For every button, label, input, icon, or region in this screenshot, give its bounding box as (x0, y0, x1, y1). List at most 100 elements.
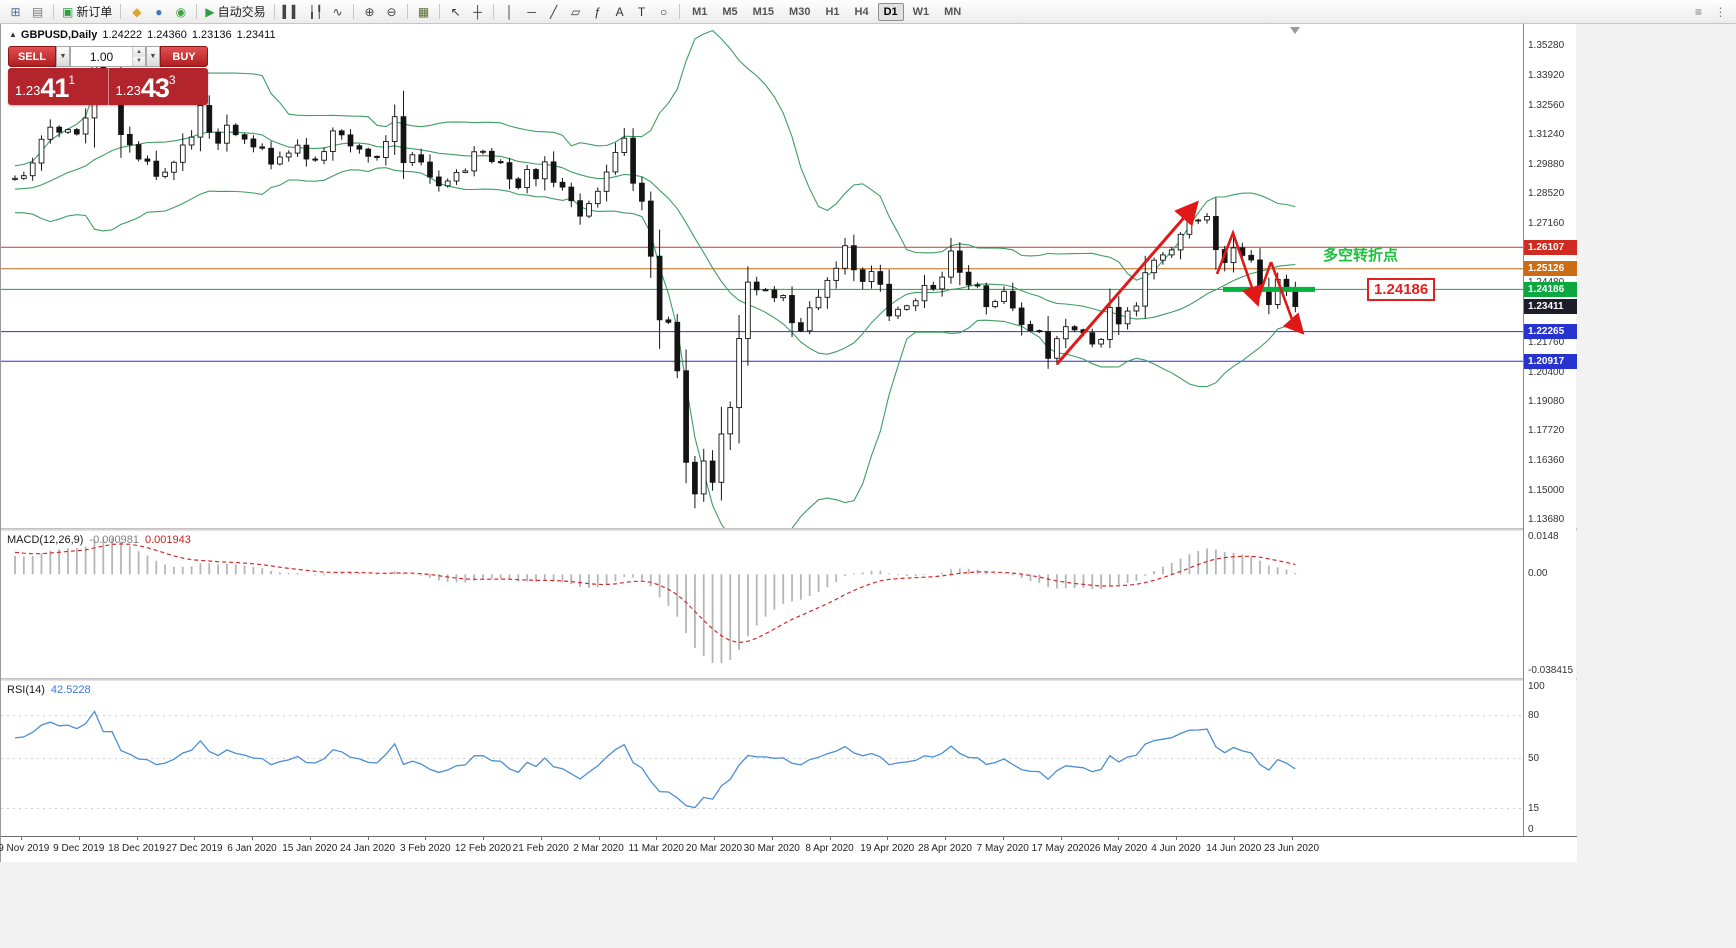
fibonacci-button[interactable]: ƒ (587, 2, 608, 22)
timeframe-m15[interactable]: M15 (752, 5, 775, 18)
equidistant-channel-button[interactable]: ▱ (565, 2, 586, 22)
candles-chart-type-button[interactable]: ╽╿ (305, 2, 326, 22)
algo-trading-button[interactable]: ▶ 自动交易 (202, 2, 268, 22)
annotations-layer[interactable] (1055, 27, 1315, 365)
candle (374, 155, 380, 158)
ask-price[interactable]: 1.23 43 3 (107, 68, 209, 105)
buy-options-caret-icon[interactable]: ▼ (146, 46, 160, 67)
zoom-in-icon: ⊕ (364, 4, 375, 19)
panel-separator[interactable] (1, 528, 1577, 531)
candle (232, 124, 239, 136)
line-chart-type-button[interactable]: ∿ (327, 2, 348, 22)
candle (1133, 305, 1140, 312)
timeframe-mn[interactable]: MN (944, 5, 962, 18)
price-tag-1.25126[interactable]: 1.25126 (1524, 261, 1577, 277)
macd-name: MACD(12,26,9) (7, 534, 84, 546)
trendline-button[interactable]: ╱ (543, 2, 564, 22)
text-label-button[interactable]: T (631, 2, 652, 22)
zigzag-arrow-down-1[interactable] (1215, 229, 1262, 307)
bid-price[interactable]: 1.23 41 1 (8, 68, 108, 105)
ohlc-high: 1.24360 (147, 29, 187, 41)
timeframe-h4[interactable]: H4 (854, 5, 869, 18)
chart-profiles-button[interactable]: ▤ (27, 2, 48, 22)
candle (391, 116, 398, 142)
zigzag-arrow-up[interactable] (1255, 261, 1273, 303)
turning-point-annotation[interactable]: 多空转折点 (1323, 247, 1399, 264)
timeframe-m5[interactable]: M5 (722, 5, 738, 18)
sell-button[interactable]: SELL (8, 46, 56, 67)
timeframe-w1[interactable]: W1 (912, 5, 930, 18)
crosshair-button[interactable]: ┼ (467, 2, 488, 22)
candle (789, 295, 795, 324)
cursor-button[interactable]: ↖ (445, 2, 466, 22)
timeframe-m30[interactable]: M30 (789, 5, 811, 18)
price-tag-1.22265[interactable]: 1.22265 (1524, 324, 1577, 340)
community-button[interactable]: ◉ (170, 2, 191, 22)
candle (126, 133, 133, 146)
trend-up-arrow[interactable] (1055, 200, 1199, 365)
zigzag-arrow-down-2[interactable] (1269, 261, 1305, 335)
candle (365, 148, 372, 157)
volume-stepper[interactable]: ▲ ▼ (132, 47, 145, 66)
bars-chart-type-button[interactable]: ▍▍ (280, 2, 304, 22)
candle (965, 271, 972, 286)
panel-separator[interactable] (1, 678, 1577, 681)
toolbar-separator (439, 4, 441, 19)
current-price-tag[interactable]: 1.23411 (1524, 299, 1577, 314)
chart-shift-marker-icon[interactable] (1290, 27, 1300, 34)
candle (356, 145, 363, 150)
price-tag-1.20917[interactable]: 1.20917 (1524, 353, 1577, 369)
toolbar: ⊞ ▤ ▣ 新订单 ◆ ● ◉ ▶ 自动交易 ▍▍ ╽╿ ∿ ⊕ ⊖ ▦ ↖ ┼ │ ─ ╱ ▱ ƒ A T ○ M1 M5 M15 M… (0, 0, 1736, 24)
buy-button[interactable]: BUY (160, 46, 208, 67)
market-button[interactable]: ● (148, 2, 169, 22)
tile-windows-button[interactable]: ▦ (413, 2, 434, 22)
candle (1151, 259, 1157, 274)
shapes-button[interactable]: ○ (653, 2, 674, 22)
timeframe-m1[interactable]: M1 (692, 5, 708, 18)
date-label: 12 Feb 2020 (454, 843, 512, 854)
zoom-out-button[interactable]: ⊖ (381, 2, 402, 22)
candle (815, 296, 822, 309)
volume-up-icon[interactable]: ▲ (133, 47, 145, 57)
sell-options-caret-icon[interactable]: ▼ (56, 46, 70, 67)
time-tick (136, 837, 138, 840)
candle (559, 181, 566, 188)
rsi-canvas[interactable] (1, 681, 1523, 836)
volume-input[interactable]: 1.00 (89, 49, 114, 64)
timeframe-d1[interactable]: D1 (877, 2, 904, 21)
price-level-annotation[interactable]: 1.24186 (1367, 278, 1436, 301)
timeframe-h1[interactable]: H1 (825, 5, 840, 18)
ask-big-digits: 43 (140, 73, 170, 103)
support-zone-highlight[interactable] (1223, 286, 1315, 292)
candle (612, 151, 619, 173)
price-chart-panel[interactable]: ▲ GBPUSD,Daily 1.24222 1.24360 1.23136 1.2341… (1, 24, 1523, 528)
candle (488, 150, 495, 163)
rsi-scale-label: 100 (1528, 681, 1545, 692)
macd-canvas[interactable] (1, 531, 1523, 678)
price-chart-canvas[interactable] (1, 24, 1523, 528)
new-order-button[interactable]: ▣ 新订单 (59, 2, 115, 22)
volume-down-icon[interactable]: ▼ (133, 56, 145, 66)
text-button[interactable]: A (609, 2, 630, 22)
rsi-panel[interactable]: RSI(14) 42.5228 (1, 681, 1523, 836)
vertical-line-button[interactable]: │ (499, 2, 520, 22)
horizontal-line-button[interactable]: ─ (521, 2, 542, 22)
candle (1027, 324, 1034, 332)
bars-chart-type-icon: ▍▍ (282, 4, 302, 19)
community-icon: ◉ (175, 4, 187, 19)
price-tag-1.24186[interactable]: 1.24186 (1524, 281, 1577, 297)
price-axis[interactable]: 1.35280 1.33920 1.32560 1.31240 1.29880 1.285… (1523, 24, 1577, 836)
zoom-in-button[interactable]: ⊕ (359, 2, 380, 22)
toolbar-overflow-button[interactable]: ⋮ (1710, 2, 1731, 22)
metaeditor-button[interactable]: ◆ (126, 2, 147, 22)
chart-profiles-icon: ▤ (31, 4, 44, 19)
date-label: 23 Jun 2020 (1263, 843, 1320, 854)
one-click-toggle-icon[interactable]: ▲ (9, 30, 17, 39)
new-chart-button[interactable]: ⊞ (5, 2, 26, 22)
price-scale-label: 1.28520 (1528, 188, 1565, 200)
docking-button[interactable]: ≡ (1688, 2, 1709, 22)
candle (806, 307, 813, 332)
macd-panel[interactable]: MACD(12,26,9) -0.000981 0.001943 (1, 531, 1523, 678)
price-tag-1.26107[interactable]: 1.26107 (1524, 239, 1577, 255)
